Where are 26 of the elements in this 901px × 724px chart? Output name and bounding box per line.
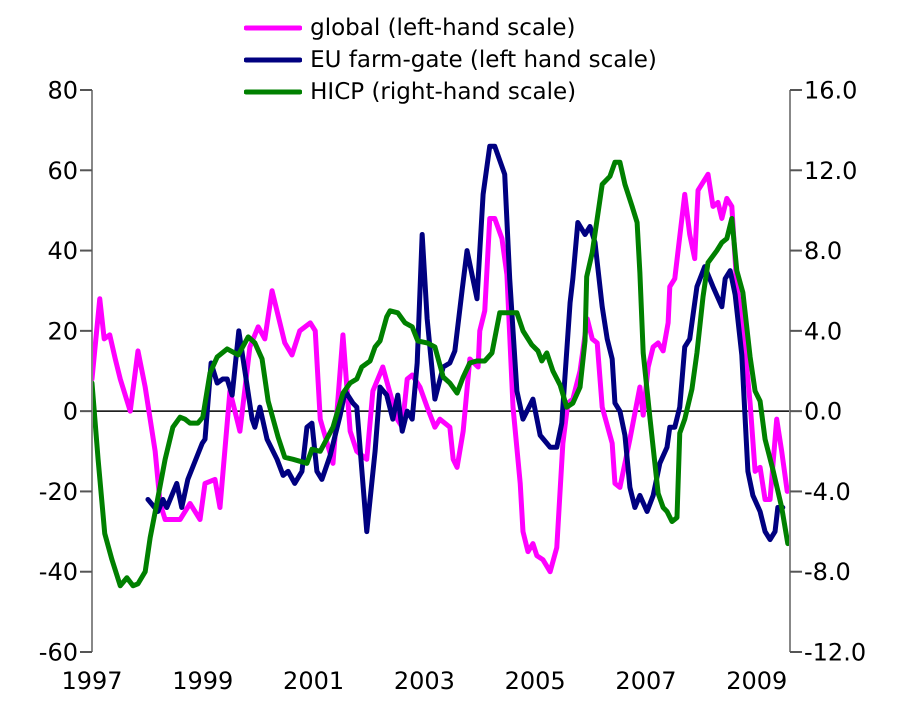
x-tick-label: 2009	[726, 667, 788, 696]
y-tick-label: 20	[47, 317, 78, 346]
y2-tick-label: 0.0	[804, 398, 842, 426]
legend-label: EU farm-gate (left hand scale)	[310, 47, 657, 73]
legend-label: global (left-hand scale)	[310, 15, 576, 41]
x-tick-label: 2005	[504, 667, 566, 696]
y-tick-label: 60	[47, 156, 78, 185]
y-tick-label: -40	[38, 558, 78, 586]
y2-tick-label: 12.0	[804, 156, 858, 185]
x-tick-label: 1997	[61, 667, 123, 696]
y-tick-label: -20	[38, 478, 78, 506]
y-tick-label: -60	[38, 638, 78, 667]
y2-tick-label: 4.0	[804, 317, 842, 346]
y2-tick-label: -8.0	[804, 558, 851, 586]
x-tick-label: 2007	[615, 667, 677, 696]
y2-tick-label: -12.0	[804, 638, 866, 667]
y-tick-label: 0	[62, 398, 78, 426]
x-tick-label: 2001	[283, 667, 344, 696]
y-tick-label: 80	[47, 76, 78, 105]
legend-label: HICP (right-hand scale)	[310, 79, 576, 105]
x-tick-label: 2003	[394, 667, 455, 696]
y2-tick-label: 16.0	[804, 76, 858, 105]
y2-tick-label: 8.0	[804, 237, 842, 266]
y-tick-label: 40	[47, 237, 78, 266]
x-tick-label: 1999	[172, 667, 234, 696]
y2-tick-label: -4.0	[804, 478, 851, 506]
